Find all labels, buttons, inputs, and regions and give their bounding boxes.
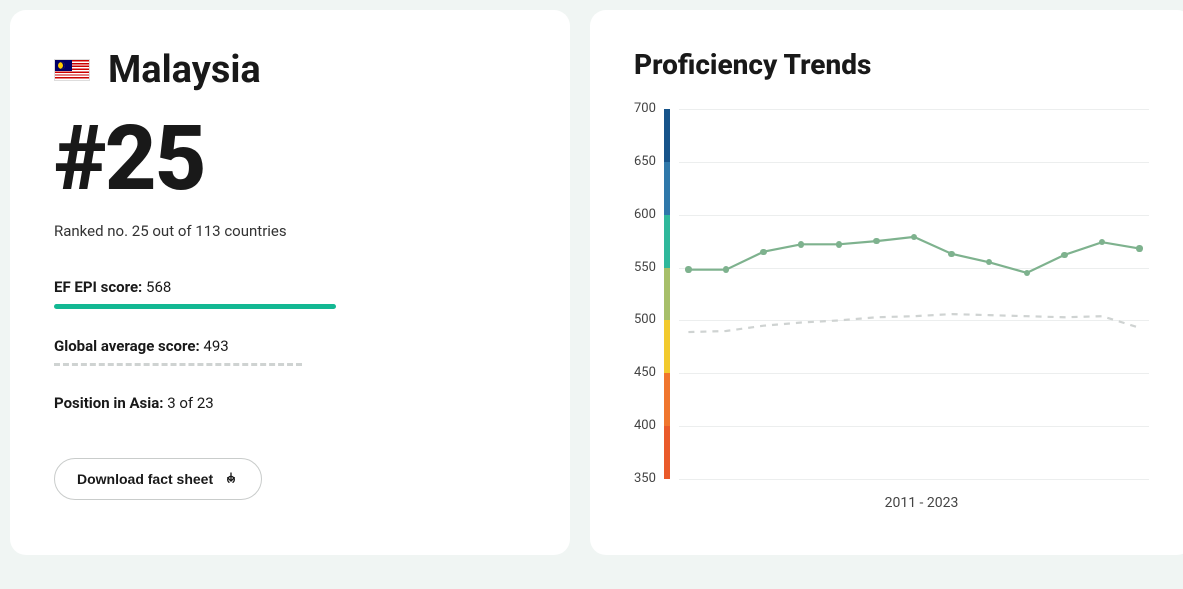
chart-series-marker [948,251,954,257]
chart-series-marker [1061,252,1067,258]
chart-band-segment [664,109,670,162]
rank-caption: Ranked no. 25 out of 113 countries [54,222,526,240]
metric-global-label: Global average score: 493 [54,337,526,355]
chart-series-marker [798,241,804,247]
country-name: Malaysia [108,48,261,92]
dashboard-container: Malaysia #25 Ranked no. 25 out of 113 co… [10,10,1183,555]
chart-series-marker [1024,270,1030,276]
metric-epi-value: 568 [146,278,171,296]
metric-region-label: Position in Asia: 3 of 23 [54,394,526,412]
metric-global-bar [54,363,302,366]
chart-y-axis-labels: 700650600550500450400350 [634,109,664,479]
metric-epi-label: EF EPI score: 568 [54,278,526,296]
chart-series-marker [723,266,729,272]
chart-title: Proficiency Trends [634,48,1149,81]
download-button-label: Download fact sheet [77,471,213,487]
metric-region-value: 3 of 23 [167,394,214,412]
chart-plot-area [678,109,1149,479]
download-fact-sheet-button[interactable]: Download fact sheet [54,458,262,500]
chart-marker-layer [679,109,1149,479]
flag-icon [54,59,90,81]
chart-band-segment [664,162,670,215]
proficiency-trends-card: Proficiency Trends 700650600550500450400… [590,10,1183,555]
chart-band-segment [664,268,670,321]
chart-series-marker [1099,239,1105,245]
rank-value: #25 [54,114,526,204]
metric-global-value: 493 [203,337,228,355]
chart-series-marker [986,259,992,265]
chart-series-marker [685,266,691,272]
chart-band-segment [664,426,670,479]
metric-global-label-text: Global average score: [54,337,200,355]
chart-band-segment [664,215,670,268]
chart-series-marker [873,238,879,244]
metric-region-position: Position in Asia: 3 of 23 [54,394,526,412]
metric-region-label-text: Position in Asia: [54,394,163,412]
country-summary-card: Malaysia #25 Ranked no. 25 out of 113 co… [10,10,570,555]
chart-x-axis-caption: 2011 - 2023 [634,495,1149,511]
chart-series-marker [1136,245,1142,251]
download-icon [223,471,239,487]
metric-epi-label-text: EF EPI score: [54,278,142,296]
chart-band-segment [664,373,670,426]
chart-band-segment [664,320,670,373]
chart-series-marker [760,249,766,255]
metric-epi-score: EF EPI score: 568 [54,278,526,309]
chart-series-marker [836,241,842,247]
chart-gridline [679,479,1149,480]
chart-body: 700650600550500450400350 [634,109,1149,479]
metric-global-score: Global average score: 493 [54,337,526,366]
metric-epi-bar [54,304,336,309]
chart-series-marker [911,234,917,240]
chart-proficiency-bands [664,109,670,479]
country-header: Malaysia [54,48,526,92]
chart-wrap: 700650600550500450400350 2011 - 2023 [634,109,1149,511]
